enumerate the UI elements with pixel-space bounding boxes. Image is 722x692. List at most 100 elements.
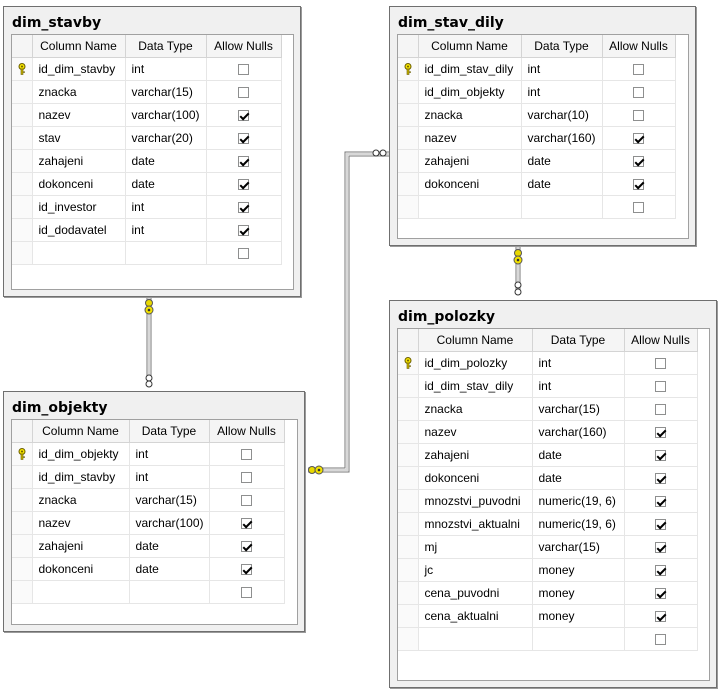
relationship-objekty-stavdily[interactable] <box>308 149 390 475</box>
allow-nulls-checkbox[interactable] <box>241 540 252 552</box>
data-type-cell[interactable]: date <box>531 442 625 467</box>
column-row[interactable]: znacka varchar(15) <box>12 487 285 512</box>
column-row[interactable]: dokonceni date <box>398 465 698 490</box>
allow-nulls-checkbox[interactable] <box>655 610 666 622</box>
column-name-cell[interactable]: mnozstvi_puvodni <box>417 488 533 513</box>
column-row[interactable]: id_dim_objekty int <box>12 441 285 466</box>
allow-nulls-checkbox[interactable] <box>633 63 644 75</box>
data-type-cell[interactable]: date <box>124 171 207 196</box>
allow-nulls-checkbox[interactable] <box>655 633 666 645</box>
column-name-cell[interactable]: mj <box>417 534 533 559</box>
row-selector[interactable] <box>12 556 33 581</box>
allow-nulls-checkbox[interactable] <box>241 586 252 598</box>
row-selector[interactable] <box>398 148 419 173</box>
new-column-row[interactable] <box>12 579 285 604</box>
row-selector[interactable] <box>398 442 419 467</box>
column-name-cell[interactable]: cena_puvodni <box>417 580 533 605</box>
data-type-cell[interactable]: int <box>520 79 603 104</box>
data-type-cell[interactable]: int <box>124 56 207 81</box>
data-type-cell[interactable]: varchar(160) <box>531 419 625 444</box>
row-selector[interactable] <box>398 534 419 559</box>
allow-nulls-checkbox[interactable] <box>655 518 666 530</box>
allow-nulls-checkbox[interactable] <box>238 224 249 236</box>
allow-nulls-checkbox[interactable] <box>655 587 666 599</box>
row-selector[interactable] <box>12 79 33 104</box>
column-name-cell[interactable] <box>417 194 522 219</box>
row-selector[interactable] <box>398 580 419 605</box>
column-row[interactable]: znacka varchar(10) <box>398 102 676 127</box>
allow-nulls-checkbox[interactable] <box>238 178 249 190</box>
row-selector[interactable] <box>398 488 419 513</box>
column-row[interactable]: nazev varchar(160) <box>398 419 698 444</box>
table-dim-polozky[interactable]: dim_polozky Column Name Data Type Allow … <box>389 300 717 688</box>
row-selector[interactable] <box>398 626 419 651</box>
column-name-cell[interactable]: znacka <box>417 396 533 421</box>
column-name-cell[interactable]: nazev <box>31 510 130 535</box>
table-dim-objekty[interactable]: dim_objekty Column Name Data Type Allow … <box>3 391 305 632</box>
column-name-cell[interactable]: id_dim_polozky <box>417 350 533 375</box>
data-type-cell[interactable]: varchar(10) <box>520 102 603 127</box>
column-name-cell[interactable]: zahajeni <box>31 148 126 173</box>
allow-nulls-checkbox[interactable] <box>238 155 249 167</box>
allow-nulls-checkbox[interactable] <box>633 155 644 167</box>
column-name-cell[interactable]: id_dim_stav_dily <box>417 373 533 398</box>
column-row[interactable]: zahajeni date <box>12 148 282 173</box>
column-name-cell[interactable]: cena_aktualni <box>417 603 533 628</box>
allow-nulls-checkbox[interactable] <box>655 426 666 438</box>
allow-nulls-checkbox[interactable] <box>241 494 252 506</box>
relationship-stavby-objekty[interactable] <box>144 297 154 388</box>
new-column-row[interactable] <box>12 240 282 265</box>
row-selector[interactable] <box>398 194 419 219</box>
column-row[interactable]: id_dim_stavby int <box>12 464 285 489</box>
column-name-cell[interactable]: nazev <box>417 419 533 444</box>
column-name-cell[interactable]: znacka <box>31 487 130 512</box>
data-type-cell[interactable]: numeric(19, 6) <box>531 511 625 536</box>
allow-nulls-checkbox[interactable] <box>238 201 249 213</box>
data-type-cell[interactable]: int <box>128 464 210 489</box>
allow-nulls-checkbox[interactable] <box>633 86 644 98</box>
data-type-cell[interactable]: money <box>531 603 625 628</box>
column-row[interactable]: mj varchar(15) <box>398 534 698 559</box>
row-selector[interactable] <box>398 603 419 628</box>
row-selector[interactable] <box>398 396 419 421</box>
column-name-cell[interactable]: znacka <box>31 79 126 104</box>
row-selector[interactable] <box>12 148 33 173</box>
allow-nulls-checkbox[interactable] <box>238 63 249 75</box>
column-name-cell[interactable]: nazev <box>417 125 522 150</box>
column-name-cell[interactable]: zahajeni <box>31 533 130 558</box>
column-row[interactable]: znacka varchar(15) <box>12 79 282 104</box>
row-selector[interactable] <box>398 125 419 150</box>
allow-nulls-checkbox[interactable] <box>633 201 644 213</box>
column-row[interactable]: zahajeni date <box>12 533 285 558</box>
allow-nulls-checkbox[interactable] <box>633 178 644 190</box>
allow-nulls-checkbox[interactable] <box>655 541 666 553</box>
column-name-cell[interactable]: id_dodavatel <box>31 217 126 242</box>
column-row[interactable]: stav varchar(20) <box>12 125 282 150</box>
row-selector[interactable] <box>398 557 419 582</box>
data-type-cell[interactable]: varchar(15) <box>128 487 210 512</box>
table-dim-stavby[interactable]: dim_stavby Column Name Data Type Allow N… <box>3 6 301 297</box>
column-name-cell[interactable]: dokonceni <box>417 465 533 490</box>
allow-nulls-checkbox[interactable] <box>238 132 249 144</box>
column-row[interactable]: cena_aktualni money <box>398 603 698 628</box>
allow-nulls-checkbox[interactable] <box>633 109 644 121</box>
data-type-cell[interactable]: int <box>531 373 625 398</box>
row-selector[interactable] <box>398 350 419 375</box>
allow-nulls-checkbox[interactable] <box>238 109 249 121</box>
column-name-cell[interactable]: dokonceni <box>417 171 522 196</box>
column-name-cell[interactable] <box>31 240 126 265</box>
column-name-cell[interactable]: stav <box>31 125 126 150</box>
column-row[interactable]: id_investor int <box>12 194 282 219</box>
column-name-cell[interactable]: znacka <box>417 102 522 127</box>
allow-nulls-checkbox[interactable] <box>655 564 666 576</box>
column-row[interactable]: zahajeni date <box>398 442 698 467</box>
new-column-row[interactable] <box>398 626 698 651</box>
row-selector[interactable] <box>398 102 419 127</box>
data-type-cell[interactable]: varchar(15) <box>531 534 625 559</box>
column-row[interactable]: id_dim_stav_dily int <box>398 56 676 81</box>
data-type-cell[interactable]: int <box>520 56 603 81</box>
data-type-cell[interactable]: money <box>531 580 625 605</box>
allow-nulls-checkbox[interactable] <box>655 472 666 484</box>
row-selector[interactable] <box>398 171 419 196</box>
column-name-cell[interactable]: zahajeni <box>417 442 533 467</box>
